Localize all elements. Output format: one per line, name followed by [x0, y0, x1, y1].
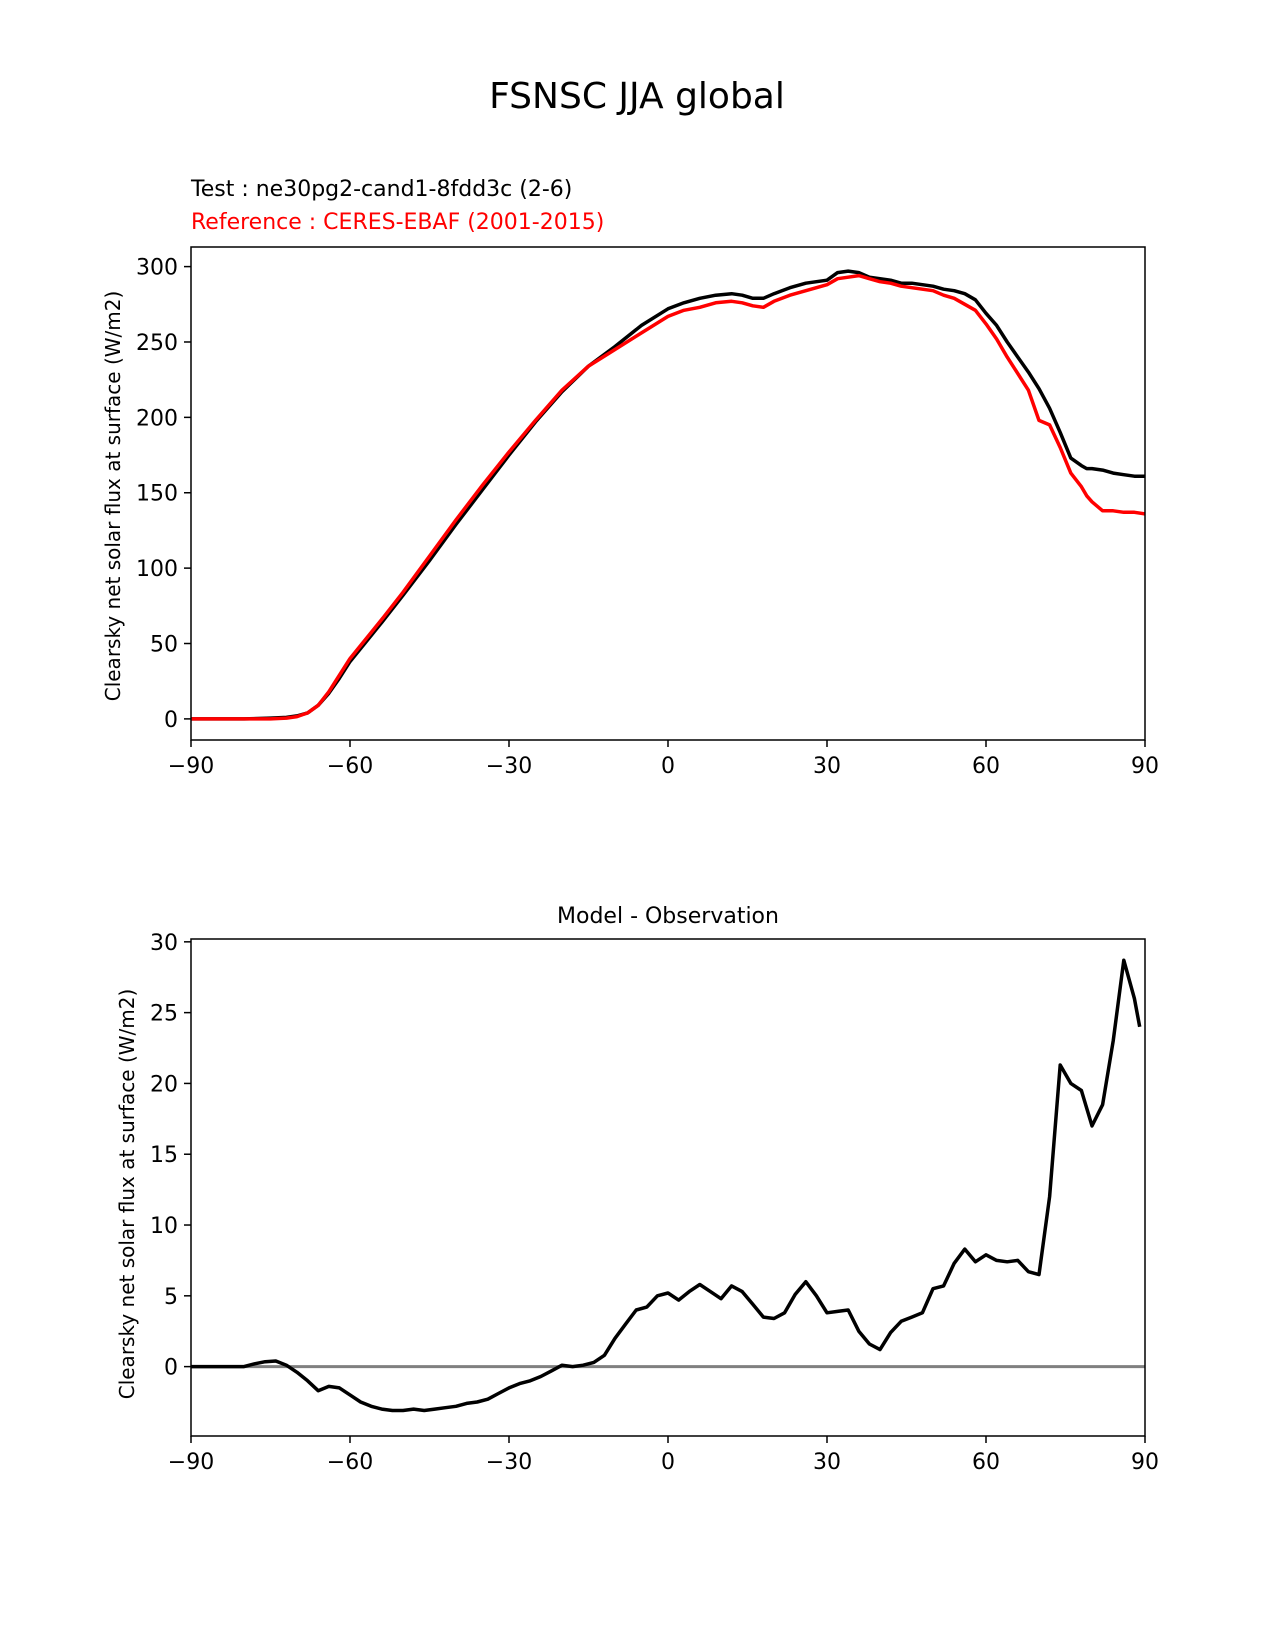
bottom-y-tick-label: 25	[150, 1002, 178, 1027]
top-x-tick-label: 60	[972, 754, 1000, 779]
top-y-axis-label: Clearsky net solar flux at surface (W/m2…	[101, 291, 125, 702]
bottom-y-tick-label: 0	[164, 1356, 178, 1381]
top-x-tick-label: 0	[661, 754, 675, 779]
top-y-tick-label: 250	[136, 331, 178, 356]
bottom-plot-area: −90 −60 −30 0 30 60 90 0 5 10 15 20 25 30	[150, 931, 1159, 1475]
top-series-test	[191, 269, 1145, 721]
bottom-y-tick-label: 5	[164, 1285, 178, 1310]
top-x-tick-label: 30	[813, 754, 841, 779]
top-y-tick-label: 300	[136, 256, 178, 281]
bottom-y-tick-label: 10	[150, 1214, 178, 1239]
top-x-tick-label: −30	[486, 754, 532, 779]
top-y-tick-label: 150	[136, 482, 178, 507]
top-series-reference	[191, 273, 1146, 721]
top-x-tick-label: −60	[327, 754, 373, 779]
bottom-x-tick-label: −30	[486, 1450, 532, 1475]
bottom-title: Model - Observation	[557, 904, 779, 929]
bottom-x-tick-label: 30	[813, 1450, 841, 1475]
bottom-x-tick-label: 90	[1131, 1450, 1159, 1475]
top-y-tick-label: 200	[136, 406, 178, 431]
top-y-tick-label: 50	[150, 633, 178, 658]
bottom-series-test	[191, 958, 1142, 1413]
top-panel: Test : ne30pg2-cand1-8fdd3c (2-6) Refere…	[101, 177, 1159, 779]
bottom-x-tick-label: −90	[168, 1450, 214, 1475]
bottom-axes-frame	[190, 938, 1146, 1437]
bottom-y-tick-label: 20	[150, 1072, 178, 1097]
bottom-x-tick-label: 0	[661, 1450, 675, 1475]
test-title: Test : ne30pg2-cand1-8fdd3c (2-6)	[190, 177, 572, 202]
bottom-x-tick-label: 60	[972, 1450, 1000, 1475]
top-plot-area: −90 −60 −30 0 30 60 90 0 50 100 150 200 250 300	[136, 246, 1159, 779]
reference-title: Reference : CERES-EBAF (2001-2015)	[191, 210, 604, 235]
top-y-tick-label: 0	[164, 708, 178, 733]
bottom-y-axis-label: Clearsky net solar flux at surface (W/m2…	[115, 989, 139, 1400]
top-x-tick-label: 90	[1131, 754, 1159, 779]
top-y-tick-label: 100	[136, 557, 178, 582]
bottom-panel: Model - Observation Clearsky net solar f…	[115, 904, 1159, 1475]
top-x-tick-label: −90	[168, 754, 214, 779]
top-axes-frame	[190, 246, 1146, 741]
bottom-y-tick-label: 30	[150, 931, 178, 956]
figure-title: FSNSC JJA global	[489, 76, 785, 117]
bottom-y-tick-label: 15	[150, 1143, 178, 1168]
bottom-x-tick-label: −60	[327, 1450, 373, 1475]
